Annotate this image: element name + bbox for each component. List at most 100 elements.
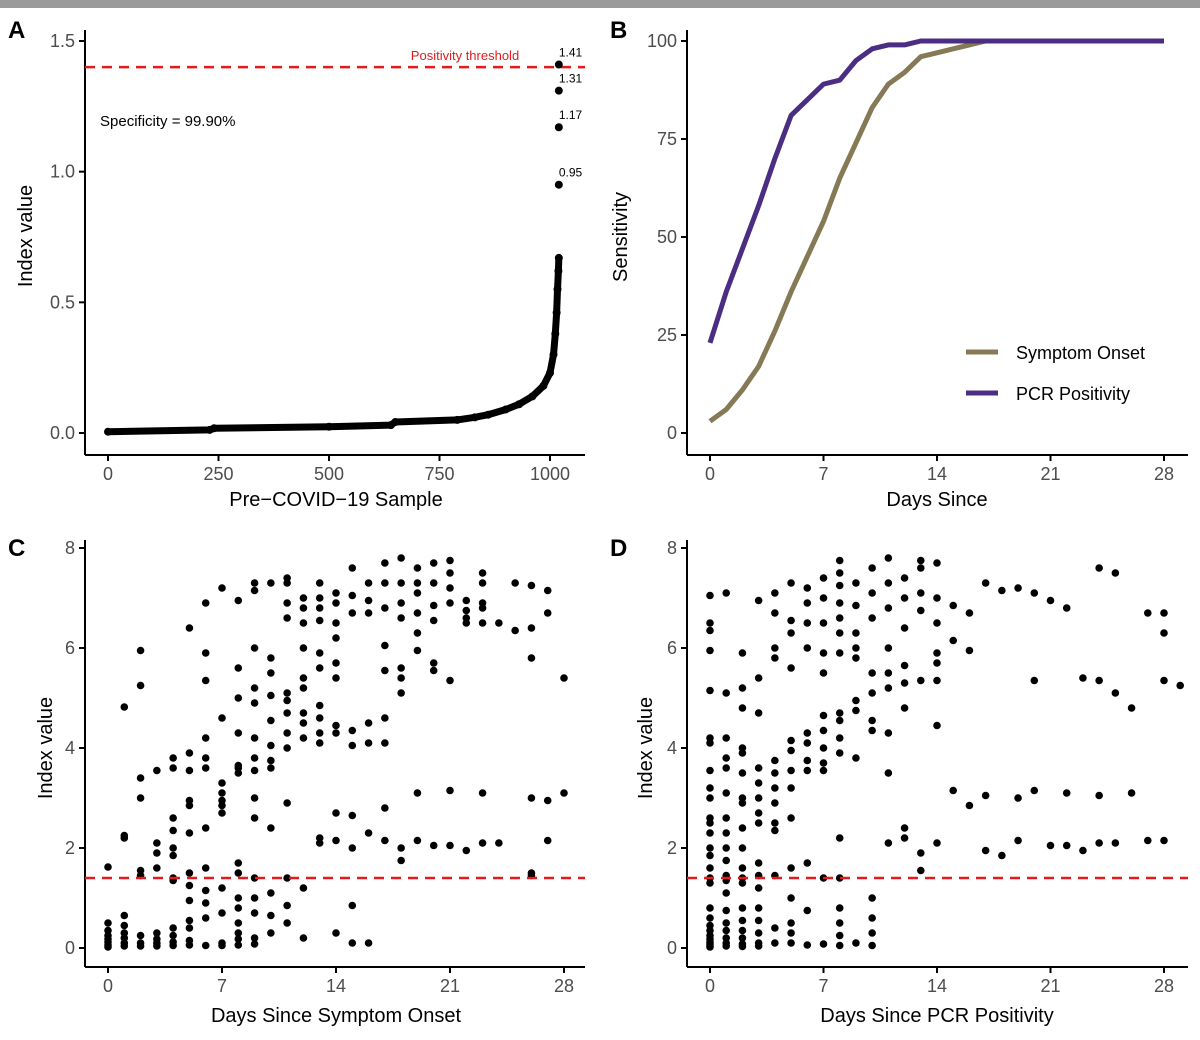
panel-c-point xyxy=(218,779,226,787)
panel-c-point xyxy=(332,809,340,817)
panel-d-point xyxy=(1095,791,1103,800)
panel-d-point xyxy=(981,791,990,800)
panel-c-point xyxy=(153,864,161,872)
panel-c-point xyxy=(462,606,471,615)
panel-c-point xyxy=(315,839,324,847)
panel-d-point xyxy=(1079,674,1087,682)
panel-c-point xyxy=(446,786,454,795)
panel-d-point xyxy=(819,940,828,948)
panel-c-point xyxy=(201,754,210,762)
panel-d-point xyxy=(1095,839,1103,847)
panel-c-point xyxy=(413,629,422,637)
panel-c-point xyxy=(315,649,324,657)
panel-c-point xyxy=(397,856,405,865)
panel-c-y-tick-label: 8 xyxy=(65,538,75,558)
panel-d-point xyxy=(1176,681,1185,690)
panel-c-point xyxy=(332,674,340,682)
panel-c-point xyxy=(332,836,340,845)
panel-c-point xyxy=(185,624,194,632)
panel-d-point xyxy=(754,859,763,867)
panel-c-point xyxy=(397,664,405,672)
panel-c-point xyxy=(267,756,275,765)
panel-c-point xyxy=(250,734,259,742)
panel-c-point xyxy=(104,863,112,871)
panel-d-point xyxy=(1111,689,1120,697)
panel-c-point xyxy=(348,811,357,820)
panel-c-point xyxy=(413,609,422,617)
panel-d-point xyxy=(916,866,925,875)
panel-c-point xyxy=(364,579,373,587)
panel-d-point xyxy=(900,661,909,670)
panel-c-point xyxy=(397,579,405,587)
panel-b-x-tick-label: 14 xyxy=(927,464,947,484)
panel-d-point xyxy=(933,649,941,657)
panel-b-y-tick-label: 0 xyxy=(667,423,677,443)
panel-c-point xyxy=(250,814,259,822)
panel-c-x-tick-label: 28 xyxy=(554,976,574,996)
panel-c-point xyxy=(267,929,275,937)
panel-d-point xyxy=(1062,604,1071,612)
panel-d-y-tick-label: 2 xyxy=(667,838,677,858)
panel-d-point xyxy=(738,926,747,935)
panel-c-point xyxy=(234,729,243,737)
panel-c-point xyxy=(185,881,194,890)
panel-c-point xyxy=(429,666,438,675)
panel-d-point xyxy=(738,942,747,951)
panel-d-point xyxy=(900,624,909,632)
panel-c-point xyxy=(283,919,291,927)
panel-c-point xyxy=(234,769,243,777)
panel-d-point xyxy=(787,894,795,902)
panel-c-point xyxy=(315,579,324,587)
panel-c-point xyxy=(446,599,454,607)
panel-c-point xyxy=(201,941,210,950)
panel-c-point xyxy=(348,564,357,572)
panel-c-point xyxy=(348,939,357,947)
panel-c-point xyxy=(169,754,177,762)
panel-d-point xyxy=(933,619,941,627)
panel-c-point xyxy=(413,836,422,845)
legend-label-symptom-onset: Symptom Onset xyxy=(1016,343,1145,363)
panel-d-point xyxy=(900,679,909,687)
panel-c-point xyxy=(511,579,519,587)
panel-d-y-tick-label: 6 xyxy=(667,638,677,658)
panel-d-x-tick-label: 0 xyxy=(705,976,715,996)
panel-d-point xyxy=(706,914,714,922)
panel-c-point xyxy=(332,619,340,627)
panel-d-point xyxy=(835,556,844,565)
panel-c-point xyxy=(234,664,243,672)
panel-c-point xyxy=(185,916,194,925)
top-border xyxy=(0,0,1200,8)
panel-b-axes: 0 7 14 21 28 0 25 50 75 100 xyxy=(647,30,1188,484)
panel-c-point xyxy=(332,659,340,667)
panel-c-point xyxy=(201,899,210,907)
panel-c-point xyxy=(283,614,291,622)
panel-a-y-tick-label: 0.5 xyxy=(50,292,75,312)
panel-b-marks xyxy=(707,38,1164,424)
panel-c-point xyxy=(429,559,438,567)
panel-c-point xyxy=(234,694,243,702)
panel-d-x-tick-label: 21 xyxy=(1040,976,1060,996)
panel-c-point xyxy=(299,719,308,727)
panel-a-sample-point xyxy=(552,308,561,317)
panel-c-y-title: Index value xyxy=(35,697,57,799)
panel-c-point xyxy=(283,696,291,705)
panel-c-point xyxy=(299,934,308,942)
panel-d-point xyxy=(706,766,714,775)
panel-d-point xyxy=(852,579,860,587)
panel-d-point xyxy=(722,942,731,950)
panel-c-point xyxy=(169,826,177,835)
panel-d-y-tick-label: 0 xyxy=(667,938,677,958)
panel-c-point xyxy=(234,859,243,867)
panel-d-point xyxy=(981,579,990,587)
panel-c-point xyxy=(429,841,438,850)
panel-d-point xyxy=(738,769,747,777)
panel-c-point xyxy=(218,714,226,722)
panel-c-point xyxy=(478,569,487,577)
panel-a-sample-point xyxy=(501,405,510,414)
panel-c-point xyxy=(104,943,112,951)
panel-c-point xyxy=(381,666,389,675)
panel-c: C 0 7 14 21 28 0 2 4 6 8 Days Since Symptom Onset… xyxy=(8,535,585,1027)
panel-a-x-tick-label: 500 xyxy=(314,464,344,484)
panel-d-point xyxy=(787,766,795,775)
panel-c-point xyxy=(429,616,438,625)
